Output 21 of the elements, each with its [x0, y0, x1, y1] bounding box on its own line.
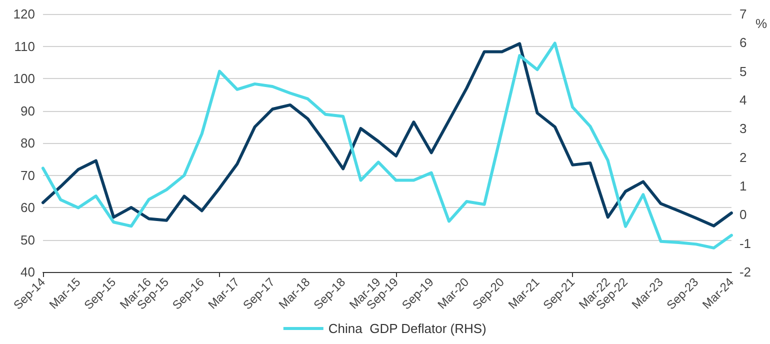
y2-tick-label: 6: [739, 35, 747, 50]
y2-tick-label: 7: [739, 6, 747, 22]
y2-tick-label: 1: [739, 178, 747, 194]
legend-label: China GDP Deflator (RHS): [328, 321, 486, 336]
y2-tick-label: 4: [739, 92, 747, 108]
y-tick-label: 100: [13, 71, 35, 86]
y-tick-label: 110: [14, 38, 35, 54]
y2-tick-label: 2: [739, 150, 747, 165]
y2-tick-label: -2: [739, 264, 752, 280]
y2-tick-label: 0: [739, 207, 747, 222]
y-tick-label: 70: [20, 168, 35, 183]
y2-tick-label: 3: [739, 121, 747, 136]
y-tick-label: 90: [20, 103, 35, 118]
y-tick-label: 80: [20, 136, 35, 150]
y-tick-label: 40: [20, 264, 35, 280]
y2-tick-label: -1: [739, 236, 752, 251]
y-tick-label: 50: [20, 232, 35, 248]
y-tick-label: 60: [20, 200, 35, 215]
y-tick-label: 120: [13, 6, 35, 22]
y2-tick-label: 5: [739, 64, 747, 79]
y2-axis-title: %: [755, 16, 768, 31]
